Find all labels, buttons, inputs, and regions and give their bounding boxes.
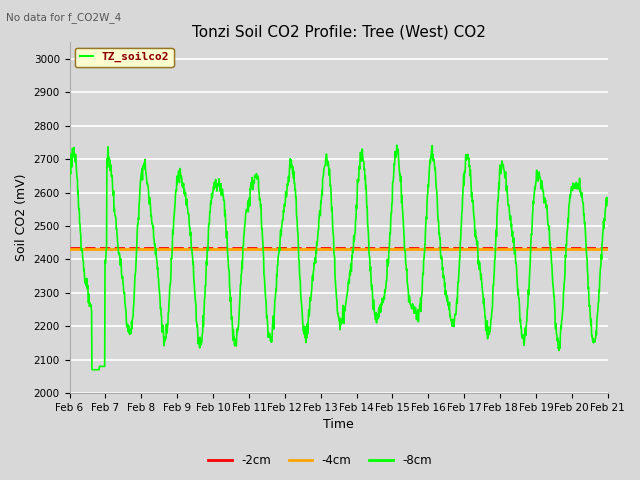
Y-axis label: Soil CO2 (mV): Soil CO2 (mV)	[15, 174, 28, 262]
Text: No data for f_CO2W_4: No data for f_CO2W_4	[6, 12, 122, 23]
X-axis label: Time: Time	[323, 419, 354, 432]
Title: Tonzi Soil CO2 Profile: Tree (West) CO2: Tonzi Soil CO2 Profile: Tree (West) CO2	[191, 24, 486, 39]
Legend: TZ_soilco2: TZ_soilco2	[75, 48, 173, 67]
Legend: -2cm, -4cm, -8cm: -2cm, -4cm, -8cm	[204, 449, 436, 472]
